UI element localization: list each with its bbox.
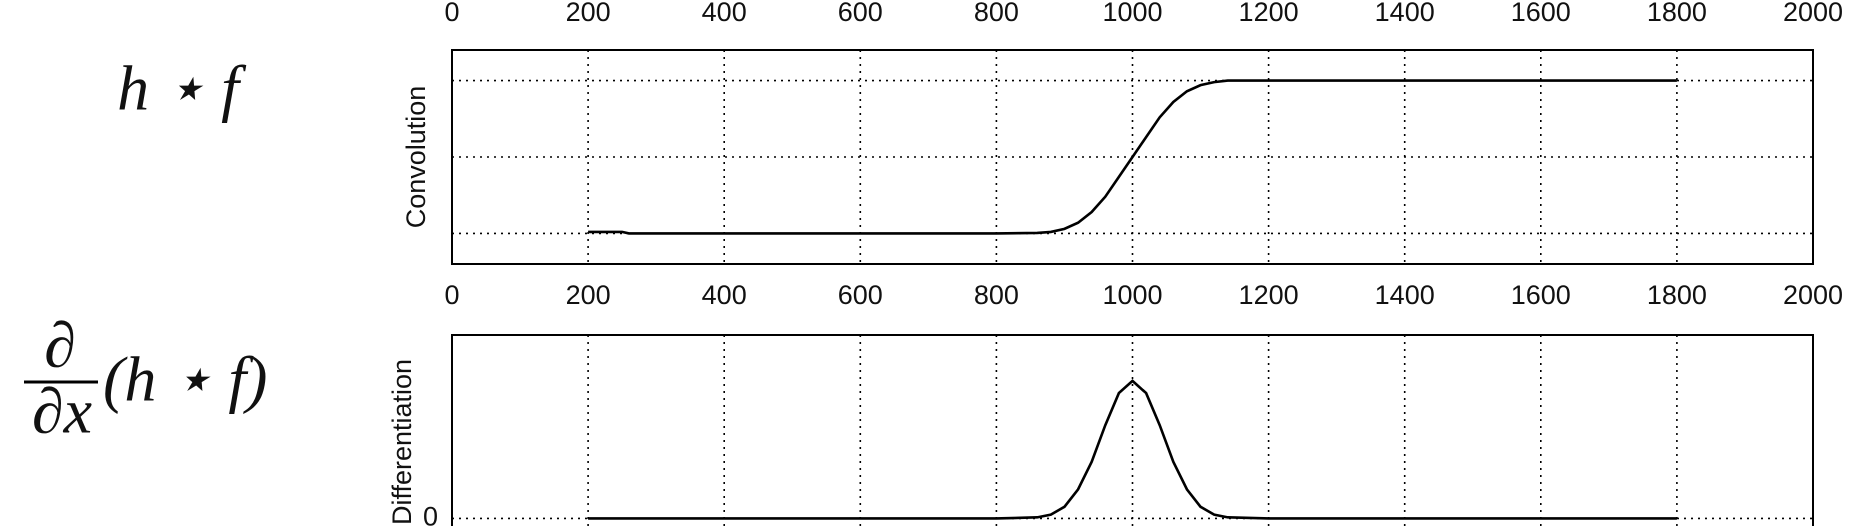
x-tick-label: 1400 <box>1375 280 1435 310</box>
x-tick-label: 400 <box>702 280 747 310</box>
x-tick-label: 0 <box>444 0 459 27</box>
x-tick-label: 600 <box>838 0 883 27</box>
x-tick-label: 200 <box>566 0 611 27</box>
x-tick-label: 1600 <box>1511 0 1571 27</box>
y-tick-label: 0 <box>423 502 438 526</box>
x-tick-label: 1800 <box>1647 280 1707 310</box>
x-tick-label: 1200 <box>1239 0 1299 27</box>
formula-denominator: ∂x <box>32 376 92 447</box>
x-tick-label: 800 <box>974 280 1019 310</box>
y-axis-label: Differentiation <box>387 359 417 525</box>
x-tick-label: 1000 <box>1102 280 1162 310</box>
x-tick-label: 400 <box>702 0 747 27</box>
x-tick-label: 600 <box>838 280 883 310</box>
x-tick-label: 200 <box>566 280 611 310</box>
data-line <box>588 379 1677 520</box>
x-tick-label: 1200 <box>1239 280 1299 310</box>
x-tick-label: 800 <box>974 0 1019 27</box>
x-tick-label: 1600 <box>1511 280 1571 310</box>
y-axis-label: Convolution <box>401 86 431 229</box>
plot-frame <box>451 334 1814 526</box>
x-tick-label: 2000 <box>1783 280 1843 310</box>
formula-expression: (h ⋆ f) <box>103 344 267 415</box>
data-line <box>588 79 1677 235</box>
x-tick-label: 2000 <box>1783 0 1843 27</box>
convolution-formula: h ⋆ f <box>117 53 247 124</box>
x-tick-label: 1400 <box>1375 0 1435 27</box>
x-tick-label: 1000 <box>1102 0 1162 27</box>
x-tick-label: 0 <box>444 280 459 310</box>
x-tick-label: 1800 <box>1647 0 1707 27</box>
formula-numerator: ∂ <box>44 310 76 381</box>
